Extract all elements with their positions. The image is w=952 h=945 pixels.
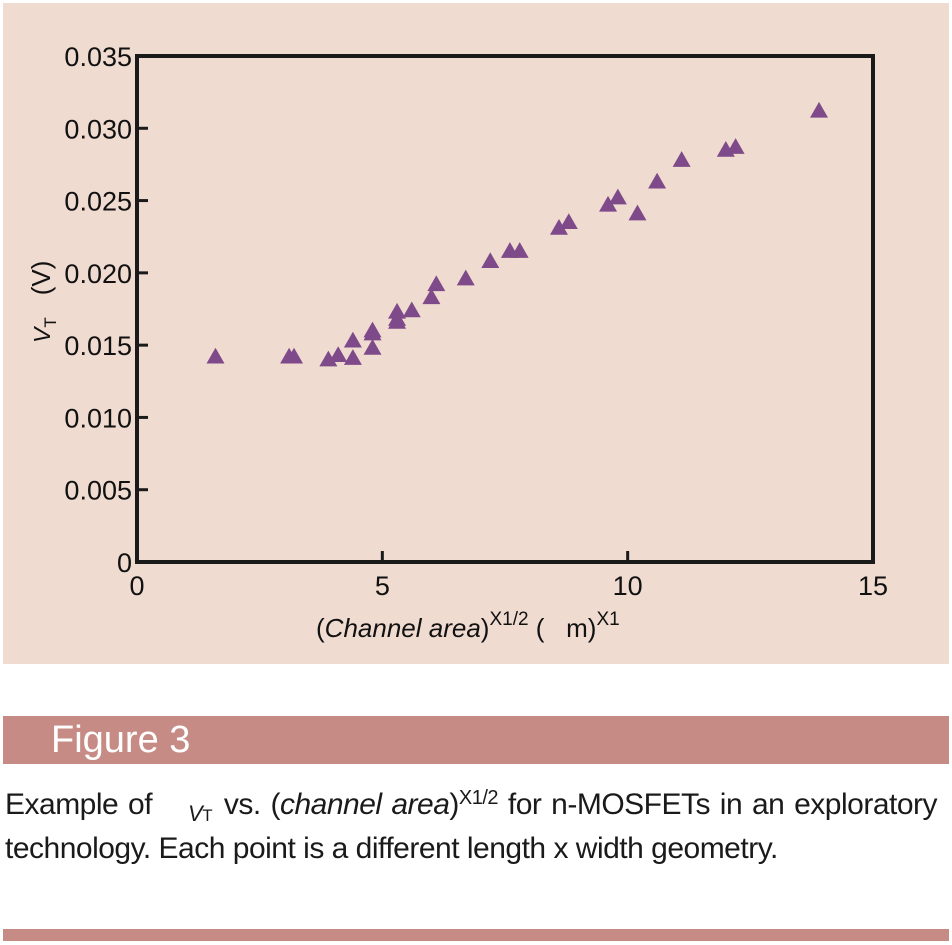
caption-exponent: X1/2 (458, 787, 499, 809)
data-point-triangle (481, 252, 500, 269)
x-tick-label: 0 (129, 571, 144, 601)
y-tick-label: 0.035 (64, 42, 132, 72)
data-point-triangle (672, 151, 691, 167)
caption-text-start: Example of (5, 788, 153, 821)
caption-italic-channel-area: channel area (279, 788, 450, 821)
data-point-triangle (549, 219, 568, 235)
caption-close-paren: ) (449, 788, 459, 821)
svg-text:VT(V): VT (V) (26, 261, 60, 343)
data-point-triangle (810, 101, 829, 118)
data-point-triangle (319, 350, 338, 367)
data-point-triangle (456, 269, 475, 286)
x-axis-label: (Channel area)X1/2 ( m)X1 (316, 609, 620, 643)
x-axis-label-unit-exponent: X1 (596, 609, 619, 630)
y-tick-label: 0.010 (64, 403, 132, 433)
figure-title-bar: Figure 3 (3, 716, 949, 764)
y-axis-label-subscript: T (41, 317, 60, 327)
x-tick-label: 5 (375, 571, 390, 601)
data-point-triangle (608, 188, 627, 205)
caption-vt-v: V (188, 801, 203, 826)
caption-vt-symbol: VT (152, 784, 214, 826)
bottom-rule (3, 929, 949, 941)
tick-layer: 0 5 10 15 0 0.005 0.010 0.015 0.020 0.025 0.030 0.0… (64, 42, 888, 601)
x-axis-label-italic: Channel area (325, 613, 481, 643)
caption-text-end: for n-MOSFETs in an exploratory technolo… (5, 788, 938, 865)
data-point-triangle (599, 195, 618, 212)
data-point-triangle (343, 331, 362, 348)
data-point-triangle (510, 242, 529, 258)
data-point-triangle (427, 275, 446, 292)
data-point-triangle (402, 301, 421, 318)
chart-background (3, 3, 949, 664)
x-axis-label-unit: ( m) (529, 613, 597, 643)
y-tick-label: 0 (117, 548, 132, 578)
data-point-triangle (206, 347, 225, 364)
caption-text-vs: vs. ( (214, 788, 281, 821)
y-tick-label: 0.015 (64, 331, 132, 361)
data-point-triangle (388, 302, 407, 319)
data-points (206, 101, 829, 367)
figure-caption: Example of VT vs. (channel area)X1/2 for … (5, 783, 938, 871)
data-point-triangle (648, 172, 667, 189)
data-point-triangle (343, 349, 362, 365)
y-tick-label: 0.030 (64, 114, 132, 144)
y-tick-label: 0.020 (64, 259, 132, 289)
data-point-triangle (285, 347, 304, 364)
data-point-triangle (422, 288, 441, 305)
data-point-triangle (363, 339, 382, 355)
caption-vt-t: T (202, 806, 213, 825)
x-tick-label: 10 (613, 571, 643, 601)
data-point-triangle (628, 204, 647, 221)
y-axis-label: VT (V) (26, 261, 60, 343)
data-point-triangle (726, 138, 745, 154)
scatter-chart: 0 5 10 15 0 0.005 0.010 0.015 0.020 0.025 0.030 0.0… (3, 3, 949, 664)
x-tick-label: 15 (858, 571, 888, 601)
data-point-triangle (363, 321, 382, 338)
data-point-triangle (559, 213, 578, 230)
plot-frame (135, 54, 875, 564)
y-axis-label-unit: (V) (26, 261, 56, 296)
figure-label: Figure 3 (51, 719, 191, 761)
y-tick-label: 0.005 (64, 476, 132, 506)
y-tick-label: 0.025 (64, 187, 132, 217)
x-axis-label-open: ( (316, 613, 325, 643)
data-point-triangle (329, 346, 348, 363)
y-axis-label-symbol: V (29, 325, 55, 343)
x-axis-label-exponent: X1/2 (489, 609, 528, 630)
chart-panel: 0 5 10 15 0 0.005 0.010 0.015 0.020 0.025 0.030 0.0… (3, 3, 949, 664)
x-axis-label-close: ) (481, 613, 490, 643)
